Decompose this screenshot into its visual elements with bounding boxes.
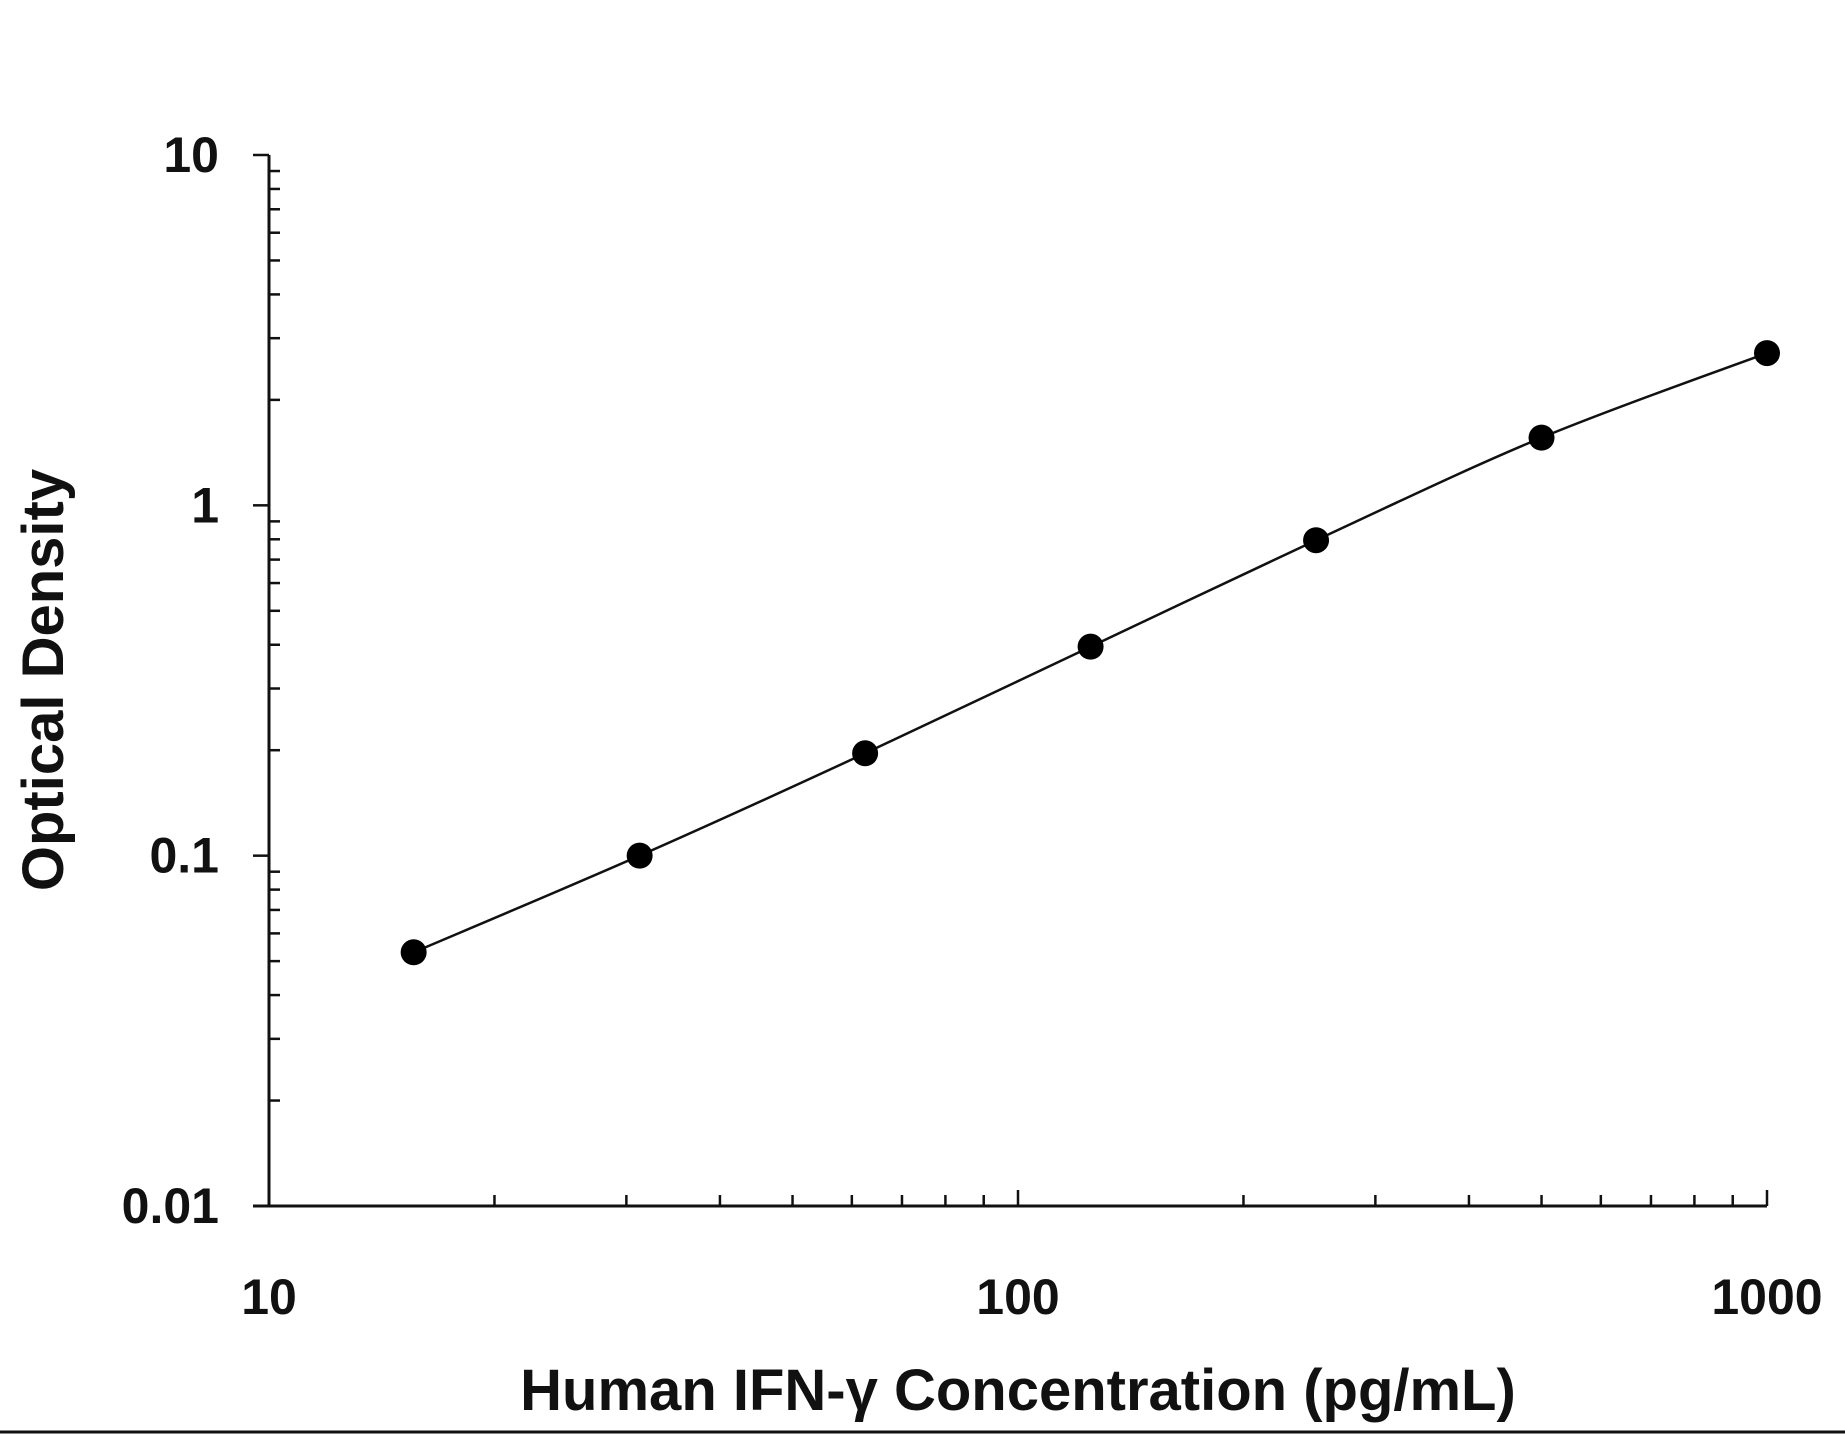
axes (253, 155, 1767, 1208)
y-tick-label: 1 (191, 477, 219, 533)
x-tick-label: 10 (241, 1269, 297, 1325)
data-point (1077, 633, 1104, 660)
y-tick-labels: 0.01 0.1 1 10 (122, 127, 219, 1234)
y-axis-title: Optical Density (11, 469, 76, 891)
data-point (626, 842, 653, 869)
data-point (1303, 527, 1330, 554)
x-tick-label: 100 (976, 1269, 1059, 1325)
x-tick-label: 1000 (1711, 1269, 1822, 1325)
data-point (1754, 340, 1780, 367)
y-tick-label: 0.1 (149, 828, 219, 884)
y-tick-label: 10 (163, 127, 219, 183)
major-ticks (253, 153, 1769, 1208)
x-axis-title: Human IFN-γ Concentration (pg/mL) (520, 1358, 1516, 1423)
x-tick-labels: 10 100 1000 (241, 1269, 1822, 1325)
minor-ticks (269, 169, 1734, 1206)
data-point (852, 740, 879, 767)
data-points (400, 340, 1780, 966)
data-point (1528, 424, 1555, 451)
y-tick-label: 0.01 (122, 1178, 219, 1234)
data-point (400, 939, 427, 966)
